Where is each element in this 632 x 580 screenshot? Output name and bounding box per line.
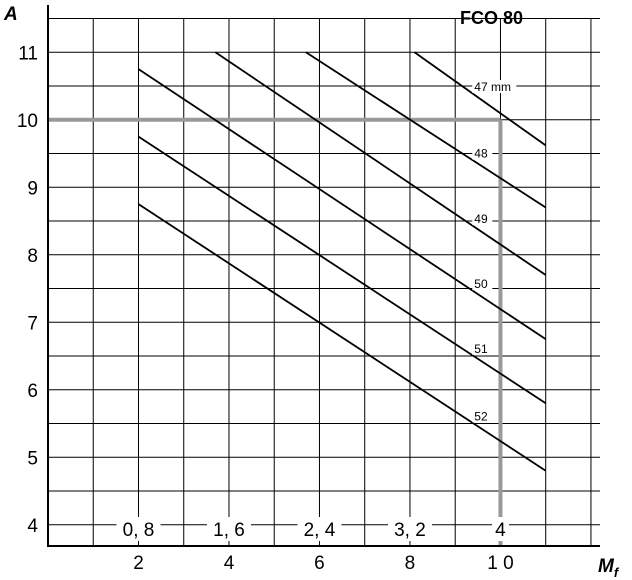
- x-secondary-tick-bg: [116, 517, 161, 541]
- series-line: [137, 68, 547, 340]
- y-tick-label: 8: [27, 246, 38, 267]
- x-secondary-tick-bg: [297, 517, 342, 541]
- y-tick-label: 11: [18, 43, 38, 64]
- y-tick-label: 10: [17, 111, 38, 132]
- x-axis-title-main: M: [598, 556, 615, 577]
- y-tick-label: 4: [27, 516, 38, 537]
- y-tick-label: 6: [27, 381, 38, 402]
- reference-lines: [48, 117, 503, 547]
- series-line: [137, 203, 547, 472]
- y-tick-label: 5: [27, 448, 38, 469]
- x-tick-label: 4: [224, 553, 235, 574]
- series-label: 48: [474, 147, 488, 161]
- series-line: [137, 135, 547, 405]
- y-tick-label: 9: [27, 178, 38, 199]
- series-label-bg: [472, 146, 493, 160]
- x-tick-label: 6: [314, 553, 325, 574]
- axes: [47, 5, 600, 547]
- series-label-bg: [472, 212, 493, 226]
- series-label-bg: [472, 341, 493, 355]
- series-lines: 47 mm 48 49 50 51 52: [137, 51, 547, 472]
- series-label: 49: [474, 212, 488, 226]
- grid: [48, 18, 600, 545]
- x-secondary-tick-label: 4: [495, 520, 506, 541]
- series-label-bg: [472, 80, 517, 94]
- series-label: 51: [474, 342, 488, 356]
- series-line: [413, 51, 547, 147]
- y-tick-label: 7: [27, 313, 38, 334]
- x-tick-label: 8: [405, 553, 416, 574]
- x-axis-title-subscript: f: [614, 565, 620, 580]
- series-label: 50: [474, 277, 488, 291]
- series-label-bg: [472, 409, 493, 423]
- x-axis-title: Mf: [598, 556, 620, 580]
- x-secondary-tick-bg: [387, 517, 432, 541]
- chart-title: FCO 80: [460, 8, 523, 28]
- series-line: [214, 51, 547, 276]
- x-tick-label: 2: [133, 553, 144, 574]
- x-secondary-tick-bg: [206, 517, 251, 541]
- x-tick-label: 1 0: [487, 553, 513, 574]
- series-line: [305, 51, 547, 209]
- x-secondary-tick-label: 3, 2: [394, 520, 426, 541]
- x-secondary-tick-label: 2, 4: [304, 520, 336, 541]
- series-label-bg: [472, 277, 493, 291]
- series-label: 52: [474, 409, 488, 423]
- y-axis-title: A: [3, 4, 18, 25]
- x-secondary-tick-label: 0, 8: [123, 520, 155, 541]
- x-secondary-tick-bg: [491, 517, 509, 541]
- x-secondary-tick-label: 1, 6: [213, 520, 245, 541]
- series-label: 47 mm: [474, 80, 511, 94]
